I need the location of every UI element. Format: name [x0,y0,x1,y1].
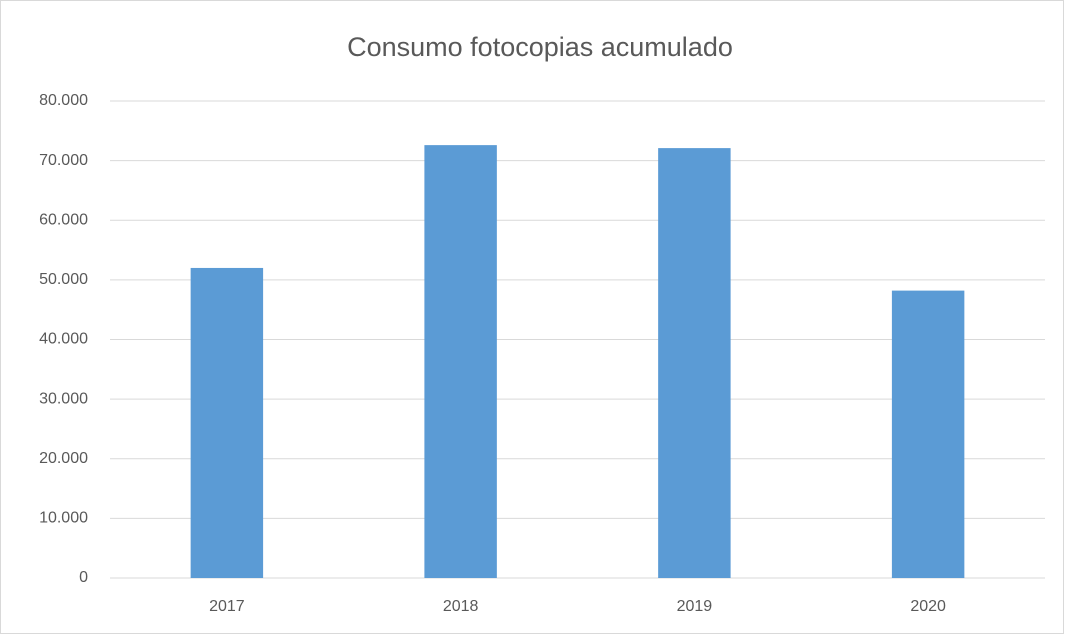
y-tick-label: 50.000 [39,271,88,288]
x-tick-label: 2017 [209,598,245,615]
x-tick-label: 2019 [677,598,713,615]
bar [891,290,965,578]
y-tick-label: 60.000 [39,211,88,228]
bar [424,145,497,578]
y-tick-label: 40.000 [39,331,88,348]
x-tick-label: 2018 [443,598,479,615]
bar [190,267,264,578]
chart-title: Consumo fotocopias acumulado [347,32,733,62]
y-tick-label: 10.000 [39,510,88,527]
y-tick-label: 0 [79,569,88,586]
y-tick-label: 80.000 [39,92,88,109]
bar [658,148,731,578]
x-tick-label: 2020 [910,598,946,615]
y-tick-label: 70.000 [39,152,88,169]
y-tick-label: 20.000 [39,450,88,467]
y-tick-label: 30.000 [39,390,88,407]
